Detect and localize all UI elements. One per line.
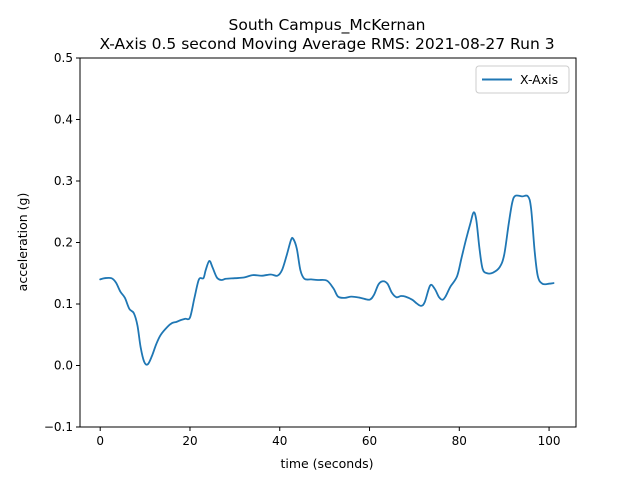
y-tick-label: 0.3 (54, 174, 73, 188)
y-axis: −0.1 0.0 0.1 0.2 0.3 0.4 0.5 (44, 51, 80, 434)
chart-title-line1: South Campus_McKernan (229, 16, 426, 35)
x-axis-label: time (seconds) (280, 456, 373, 471)
x-tick-label: 0 (96, 434, 104, 448)
x-tick-label: 100 (538, 434, 561, 448)
x-axis: 0 20 40 60 80 100 (96, 427, 561, 448)
legend-box (475, 65, 570, 94)
y-tick-label: 0.5 (54, 51, 73, 65)
plot-area (79, 57, 577, 428)
y-tick-label: 0.2 (54, 236, 73, 250)
series-line-0 (99, 194, 555, 366)
series-layer (99, 194, 555, 366)
chart-title-line2: X-Axis 0.5 second Moving Average RMS: 20… (99, 35, 554, 53)
legend: X-Axis (475, 65, 570, 94)
y-axis-label: acceleration (g) (15, 193, 30, 292)
legend-label-x-axis: X-Axis (520, 72, 558, 87)
plot-frame (79, 57, 577, 428)
y-tick-label: −0.1 (44, 420, 73, 434)
x-tick-label: 60 (362, 434, 377, 448)
y-tick-label: 0.4 (54, 113, 73, 127)
x-tick-label: 40 (272, 434, 287, 448)
y-tick-label: 0.1 (54, 297, 73, 311)
x-tick-label: 20 (182, 434, 197, 448)
x-tick-label: 80 (452, 434, 467, 448)
y-tick-label: 0.0 (54, 359, 73, 373)
